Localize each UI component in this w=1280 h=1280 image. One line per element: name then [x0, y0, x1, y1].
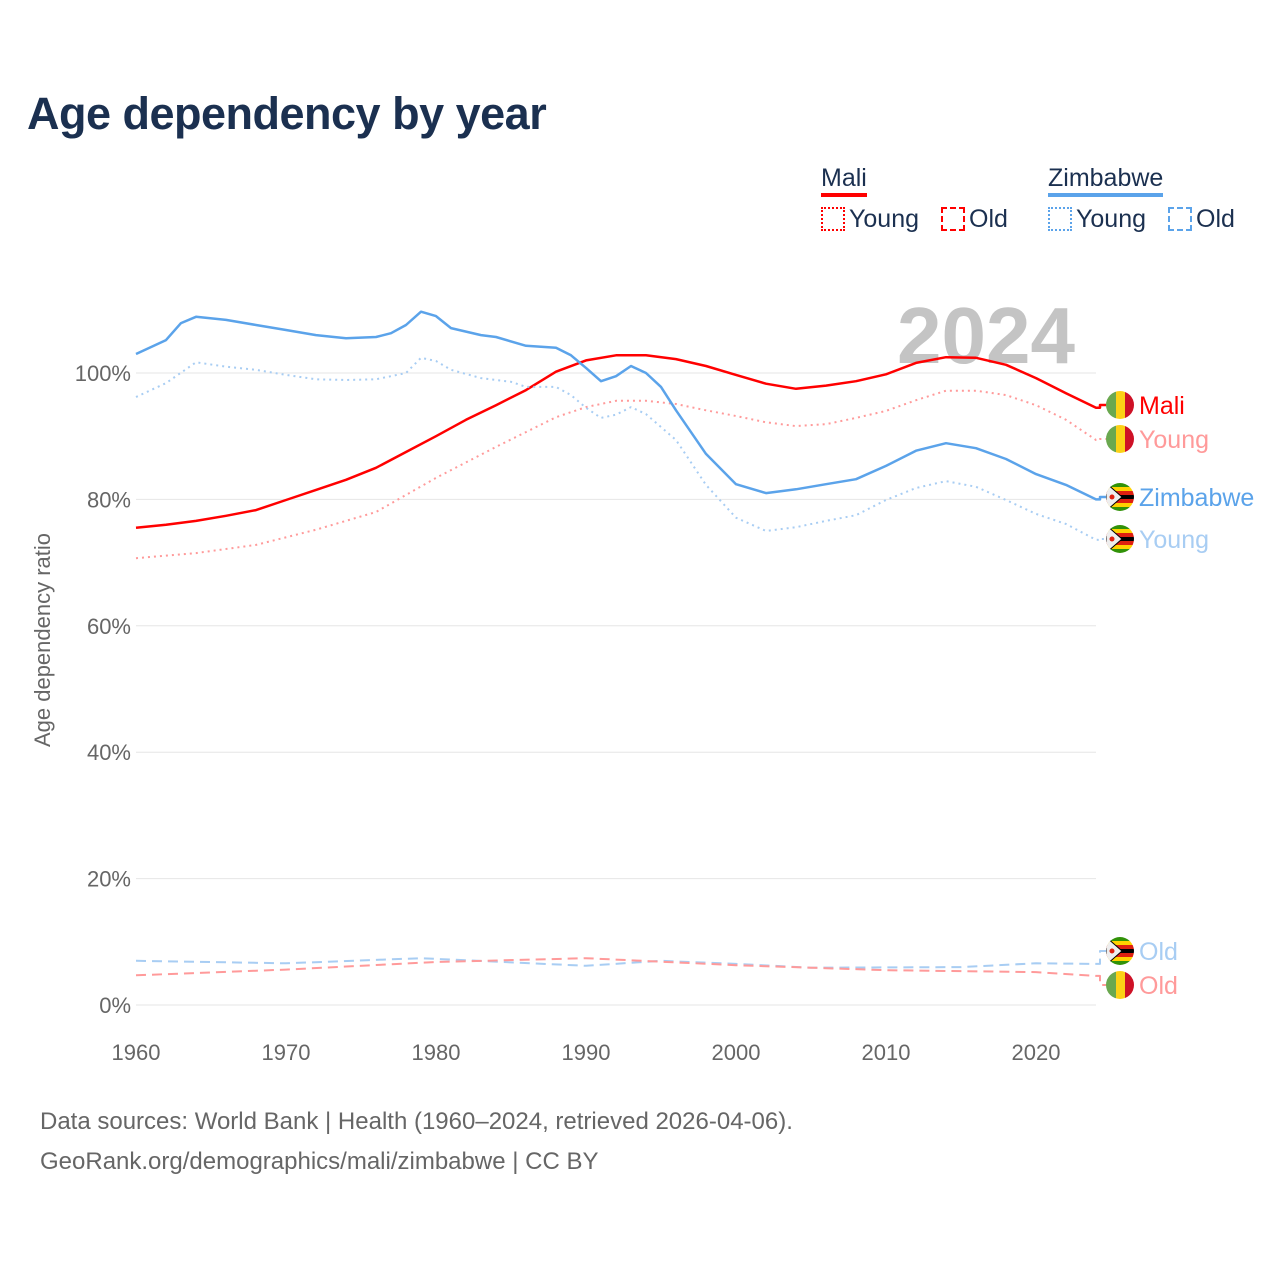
x-tick-label: 2010	[862, 1040, 911, 1065]
x-tick-label: 1970	[262, 1040, 311, 1065]
dotted-line-swatch	[1048, 207, 1072, 231]
mali-flag-icon	[1106, 425, 1134, 453]
series-end-label: Old	[1139, 972, 1178, 1000]
series-mali[interactable]: Mali	[135, 354, 1185, 530]
series-end-label: Young	[1139, 526, 1209, 554]
legend-label: Old	[1196, 205, 1235, 233]
source-note: Data sources: World Bank | Health (1960–…	[40, 1108, 793, 1135]
series-end-label: Old	[1139, 938, 1178, 966]
dashed-line-swatch	[941, 207, 965, 231]
x-tick-label: 1980	[412, 1040, 461, 1065]
dotted-line-swatch	[821, 207, 845, 231]
y-axis-label: Age dependency ratio	[30, 533, 55, 747]
legend-label: Young	[849, 205, 919, 233]
legend-mali[interactable]: Mali	[821, 164, 867, 197]
year-watermark: 2024	[897, 291, 1075, 380]
y-tick-label: 40%	[87, 740, 131, 765]
series-end-label: Young	[1139, 426, 1209, 454]
x-tick-label: 1990	[562, 1040, 611, 1065]
legend-country-mali: Mali	[821, 164, 867, 197]
series-end-label: Zimbabwe	[1139, 484, 1254, 512]
series-line	[135, 356, 1106, 541]
series-mali-old[interactable]: Old	[135, 957, 1178, 1000]
y-tick-label: 0%	[99, 993, 131, 1018]
legend-zimbabwe-young[interactable]: Young	[1048, 205, 1146, 234]
series-line	[135, 354, 1106, 530]
mali-flag-icon	[1106, 391, 1134, 419]
y-tick-label: 20%	[87, 867, 131, 892]
mali-flag-icon	[1106, 971, 1134, 999]
zimbabwe-flag-icon	[1106, 483, 1134, 511]
legend-country-zimbabwe: Zimbabwe	[1048, 164, 1164, 197]
x-tick-label: 1960	[112, 1040, 161, 1065]
chart-title: Age dependency by year	[27, 88, 547, 139]
series-zimbabwe-young[interactable]: Young	[135, 356, 1209, 554]
y-tick-label: 60%	[87, 614, 131, 639]
dashed-line-swatch	[1168, 207, 1192, 231]
y-tick-label: 100%	[75, 361, 131, 386]
zimbabwe-flag-icon	[1106, 525, 1134, 553]
series-end-label: Mali	[1139, 392, 1185, 420]
zimbabwe-flag-icon	[1106, 937, 1134, 965]
legend-zimbabwe-old[interactable]: Old	[1168, 205, 1235, 234]
legend-label: Old	[969, 205, 1008, 233]
source-link[interactable]: GeoRank.org/demographics/mali/zimbabwe |…	[40, 1148, 599, 1175]
series-line	[135, 310, 1106, 501]
legend-zimbabwe[interactable]: Zimbabwe	[1048, 164, 1164, 197]
series-zimbabwe-old[interactable]: Old	[135, 937, 1178, 969]
series-line	[135, 957, 1106, 986]
series-zimbabwe[interactable]: Zimbabwe	[135, 310, 1254, 512]
legend-mali-young[interactable]: Young	[821, 205, 919, 234]
x-tick-label: 2020	[1012, 1040, 1061, 1065]
x-tick-label: 2000	[712, 1040, 761, 1065]
legend-label: Young	[1076, 205, 1146, 233]
series-line	[135, 389, 1106, 560]
y-tick-label: 80%	[87, 487, 131, 512]
series-mali-young[interactable]: Young	[135, 389, 1209, 560]
legend-mali-old[interactable]: Old	[941, 205, 1008, 234]
